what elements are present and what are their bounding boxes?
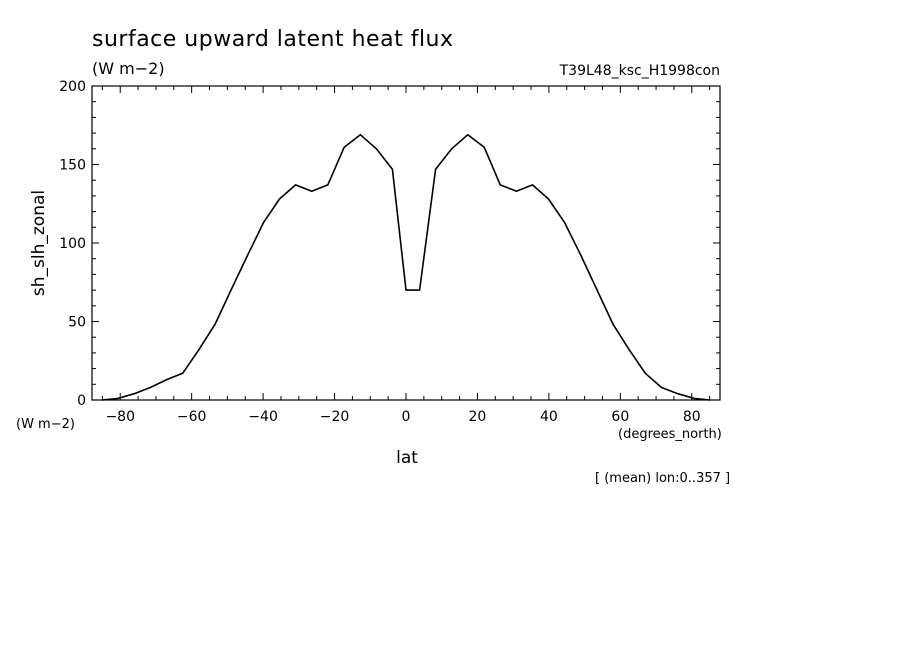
chart-title: surface upward latent heat flux <box>92 27 454 52</box>
footnote: [ (mean) lon:0..357 ] <box>595 471 730 486</box>
series-line <box>101 133 711 401</box>
x-axis-units: (degrees_north) <box>618 427 722 442</box>
y-tick-label: 150 <box>59 158 86 174</box>
y-tick-labels: 0 50 100 150 200 <box>59 79 86 409</box>
x-tick-label: 40 <box>540 409 558 425</box>
x-tick-label: −40 <box>248 409 278 425</box>
y-tick-label: 100 <box>59 236 86 252</box>
dataset-label: T39L48_ksc_H1998con <box>559 63 720 79</box>
y-tick-label: 200 <box>59 79 86 95</box>
y-axis-label: sh_slh_zonal <box>29 190 49 296</box>
x-tick-label: −60 <box>177 409 207 425</box>
chart-units: (W m−2) <box>92 59 165 78</box>
tick-marks <box>92 85 720 401</box>
x-tick-label: −20 <box>320 409 350 425</box>
x-tick-label: −80 <box>105 409 135 425</box>
x-tick-labels: −80 −60 −40 −20 0 20 40 60 80 <box>105 409 700 425</box>
y-axis-units: (W m−2) <box>16 417 75 432</box>
x-tick-label: 60 <box>611 409 629 425</box>
x-tick-label: 80 <box>683 409 701 425</box>
y-tick-label: 0 <box>77 393 86 409</box>
x-axis-label: lat <box>396 448 418 468</box>
x-tick-label: 0 <box>402 409 411 425</box>
y-tick-label: 50 <box>68 315 86 331</box>
plot-frame <box>91 85 721 401</box>
x-tick-label: 20 <box>469 409 487 425</box>
